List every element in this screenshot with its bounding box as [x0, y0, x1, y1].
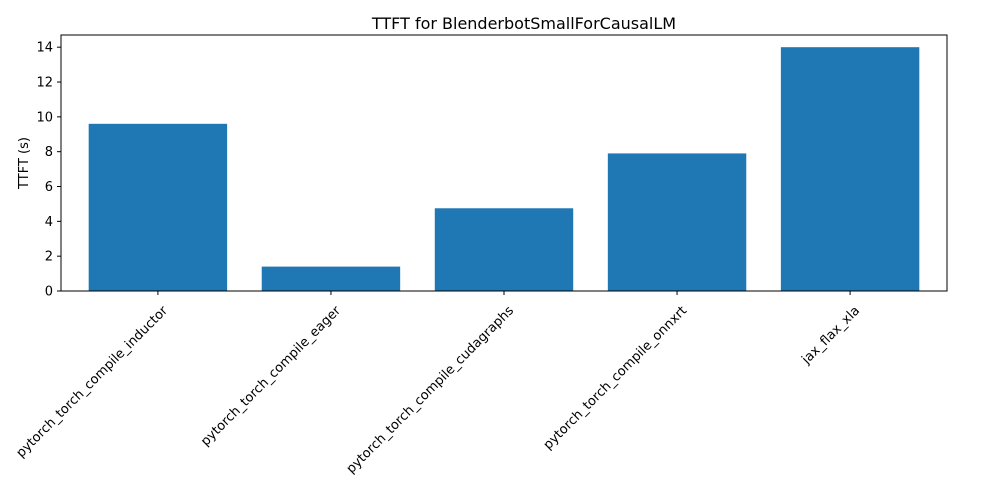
y-tick-label: 2 [45, 250, 53, 265]
x-tick-label: pytorch_torch_compile_cudagraphs [344, 303, 517, 476]
y-tick-label: 8 [45, 145, 53, 160]
y-tick-label: 10 [36, 110, 53, 125]
y-tick-label: 12 [36, 76, 53, 91]
bar-pytorch_torch_compile_onnxrt [607, 153, 747, 291]
plot-area-frame [60, 34, 948, 292]
x-tick-label: pytorch_torch_compile_onnxrt [541, 303, 690, 452]
bars-group [88, 47, 920, 291]
y-axis-ticks: 0 2 4 6 8 10 12 14 [36, 41, 61, 300]
y-tick-label: 4 [45, 215, 53, 230]
y-tick-label: 14 [36, 41, 53, 56]
x-tick-label: pytorch_torch_compile_eager [198, 303, 344, 449]
chart-title: TTFT for BlenderbotSmallForCausalLM [371, 14, 676, 33]
bar-pytorch_torch_compile_eager [261, 266, 401, 291]
y-tick-label: 6 [45, 180, 53, 195]
bar-jax_flax_xla [780, 47, 920, 291]
bar-pytorch_torch_compile_cudagraphs [434, 208, 574, 291]
x-tick-label: pytorch_torch_compile_inductor [14, 303, 172, 461]
x-axis-ticks: pytorch_torch_compile_inductor pytorch_to… [14, 291, 864, 477]
bar-pytorch_torch_compile_inductor [88, 123, 228, 291]
y-axis-label: TTFT (s) [17, 137, 32, 190]
y-tick-label: 0 [45, 285, 53, 300]
x-tick-label: jax_flax_xla [799, 303, 864, 368]
